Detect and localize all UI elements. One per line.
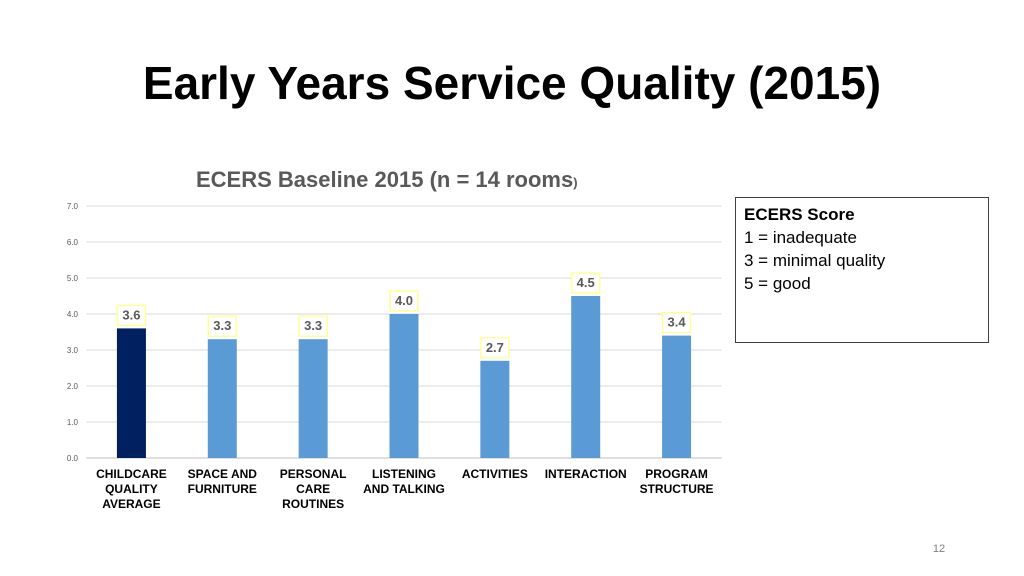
x-category-label: PROGRAM — [645, 467, 708, 481]
slide-title: Early Years Service Quality (2015) — [142, 57, 882, 109]
data-label: 4.5 — [577, 275, 595, 290]
data-label: 2.7 — [486, 340, 504, 355]
bar — [571, 296, 601, 458]
y-tick-label: 0.0 — [67, 454, 79, 463]
y-tick-label: 7.0 — [67, 202, 79, 211]
data-label-box — [298, 315, 328, 337]
y-tick-label: 1.0 — [67, 418, 79, 427]
data-label-box — [207, 315, 238, 337]
data-label: 3.3 — [304, 318, 322, 333]
x-category-label: SPACE AND — [188, 467, 258, 481]
data-label: 3.6 — [122, 307, 140, 322]
chart-title-tail: ) — [573, 175, 578, 190]
y-tick-label: 4.0 — [67, 310, 79, 319]
x-category-label: FURNITURE — [188, 482, 257, 496]
data-label: 3.3 — [213, 318, 231, 333]
data-label: 4.0 — [395, 293, 413, 308]
legend-line: 3 = minimal quality — [744, 251, 886, 270]
x-category-label: PERSONAL — [280, 467, 347, 481]
legend-line: 5 = good — [744, 274, 811, 293]
data-label-box — [480, 337, 510, 359]
bar — [298, 339, 328, 458]
bar — [662, 335, 692, 458]
legend-heading: ECERS Score — [744, 205, 855, 224]
x-category-label: CHILDCARE — [96, 467, 167, 481]
ecers-score-legend: ECERS Score 1 = inadequate 3 = minimal q… — [735, 197, 989, 343]
x-category-label: ACTIVITIES — [462, 467, 528, 481]
x-category-label: LISTENING — [372, 467, 436, 481]
x-category-label: INTERACTION — [545, 467, 627, 481]
bar — [116, 328, 146, 458]
data-label-box — [389, 290, 419, 312]
legend-line: 1 = inadequate — [744, 228, 857, 247]
y-tick-label: 6.0 — [67, 238, 79, 247]
data-label-box — [570, 272, 601, 294]
x-category-label: ROUTINES — [282, 497, 344, 511]
bar — [480, 360, 510, 458]
y-tick-label: 2.0 — [67, 382, 79, 391]
data-label: 3.4 — [668, 315, 687, 330]
y-tick-label: 3.0 — [67, 346, 79, 355]
data-label-box — [116, 304, 147, 327]
x-category-label: QUALITY — [105, 482, 158, 496]
y-tick-label: 5.0 — [67, 274, 79, 283]
chart-title-main: ECERS Baseline 2015 (n = 14 rooms — [196, 167, 574, 192]
chart-title: ECERS Baseline 2015 (n = 14 rooms) — [196, 167, 578, 193]
bar — [389, 314, 419, 458]
x-category-label: CARE — [296, 482, 330, 496]
x-category-label: AND TALKING — [363, 482, 445, 496]
x-category-label: STRUCTURE — [640, 482, 714, 496]
x-category-label: AVERAGE — [102, 497, 160, 511]
page-number: 12 — [932, 543, 946, 555]
data-label-box — [661, 311, 692, 334]
bar — [207, 339, 237, 458]
